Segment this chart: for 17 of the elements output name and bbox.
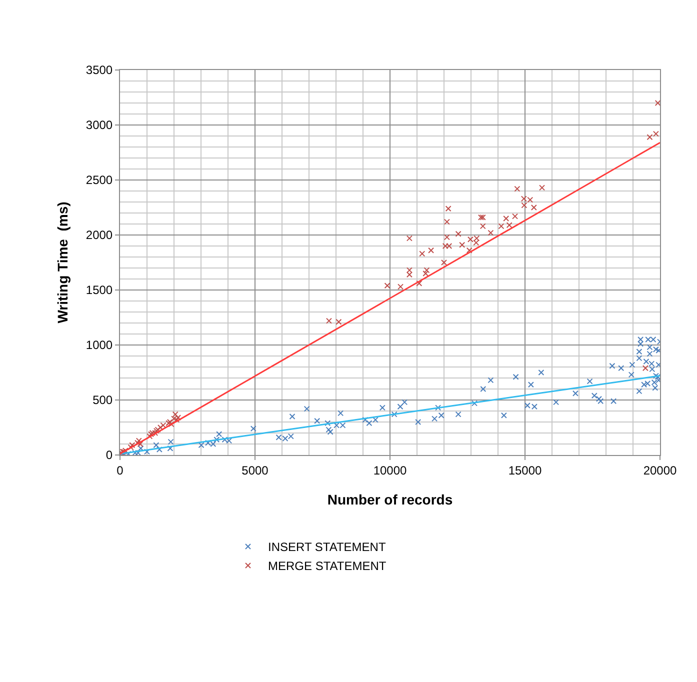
x-tick-label: 10000 <box>373 463 408 478</box>
y-tick-label: 2500 <box>86 173 113 188</box>
y-tick-label: 1000 <box>86 338 113 352</box>
x-tick-label: 15000 <box>508 463 542 478</box>
legend-label: MERGE STATEMENT <box>268 559 387 574</box>
y-tick-label: 500 <box>92 393 113 408</box>
x-tick-label: 20000 <box>643 463 678 478</box>
y-tick-label: 0 <box>106 448 113 462</box>
y-tick-label: 3500 <box>86 63 113 78</box>
x-axis-title: Number of records <box>327 492 453 508</box>
y-tick-label: 1500 <box>86 283 113 298</box>
y-tick-label: 3000 <box>86 118 113 132</box>
x-tick-label: 5000 <box>242 463 269 478</box>
legend-label: INSERT STATEMENT <box>268 540 386 554</box>
x-tick-label: 0 <box>116 463 124 478</box>
y-tick-label: 2000 <box>86 228 113 242</box>
y-axis-title: Writing Time (ms) <box>54 202 70 324</box>
